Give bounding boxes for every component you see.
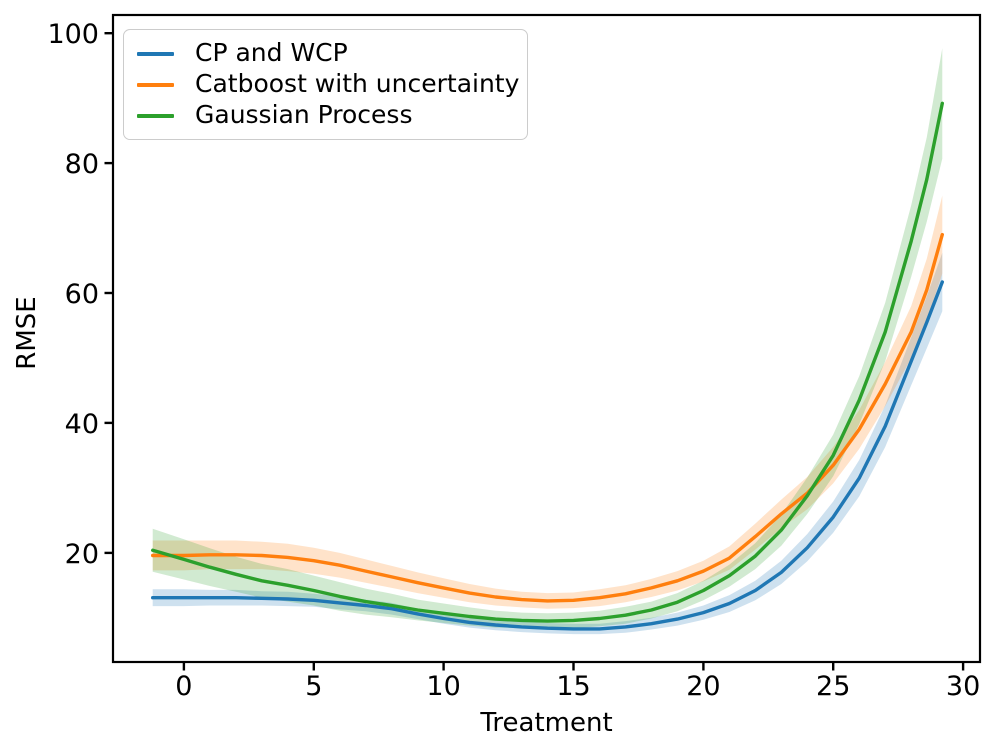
legend-line-sample-icon [137,51,174,56]
legend-item-label: CP and WCP [195,38,348,68]
svg-text:5: 5 [305,671,322,702]
legend-item-catboost-with-uncertainty: Catboost with uncertainty [124,71,527,97]
svg-text:40: 40 [65,409,99,440]
legend-item-gaussian-process: Gaussian Process [124,102,527,128]
svg-text:80: 80 [65,149,99,180]
svg-text:20: 20 [686,671,720,702]
y-axis-label: RMSE [12,296,42,370]
svg-text:60: 60 [65,279,99,310]
svg-text:0: 0 [175,671,192,702]
svg-text:10: 10 [426,671,460,702]
x-axis-label: Treatment [480,708,613,738]
svg-text:25: 25 [816,671,850,702]
legend: CP and WCP Catboost with uncertainty Gau… [123,29,528,140]
legend-item-label: Catboost with uncertainty [195,69,520,99]
legend-item-label: Gaussian Process [195,100,413,130]
legend-line-sample-icon [137,113,174,118]
svg-text:30: 30 [946,671,980,702]
svg-text:100: 100 [47,19,99,50]
svg-text:20: 20 [65,539,99,570]
legend-item-cp-and-wcp: CP and WCP [124,40,527,66]
svg-text:15: 15 [556,671,590,702]
legend-line-sample-icon [137,82,174,87]
